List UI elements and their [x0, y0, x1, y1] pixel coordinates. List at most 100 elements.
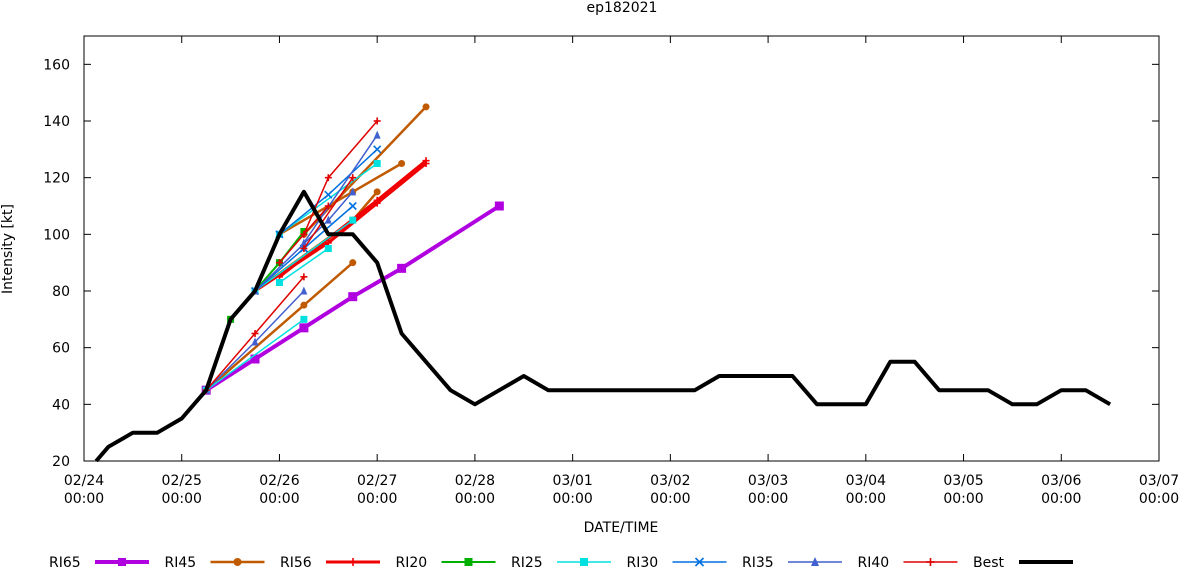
x-tick-label-date: 03/07	[1139, 473, 1179, 489]
x-tick-label-date: 02/28	[455, 473, 495, 489]
data-point	[324, 245, 332, 252]
data-point	[373, 188, 381, 196]
x-tick-label-date: 03/03	[748, 473, 788, 489]
x-tick-label-date: 03/05	[943, 473, 983, 489]
data-point	[926, 558, 935, 566]
legend-label-ri25: RI25	[511, 555, 543, 567]
x-tick-label-time: 00:00	[259, 491, 299, 507]
series-line	[205, 204, 501, 392]
series-line	[303, 177, 354, 249]
series-line	[205, 318, 305, 391]
data-point	[348, 201, 357, 211]
data-point	[373, 145, 382, 154]
data-point	[250, 354, 260, 364]
data-point	[397, 263, 407, 273]
data-point	[275, 259, 283, 267]
x-tick-label-date: 02/27	[357, 473, 397, 489]
data-point	[349, 259, 357, 267]
data-point	[300, 245, 308, 252]
data-point	[373, 160, 381, 167]
data-point	[494, 201, 504, 211]
x-tick-label-time: 00:00	[748, 491, 788, 507]
y-tick-label: 160	[43, 57, 70, 73]
data-point-stroke	[373, 145, 382, 154]
data-point	[275, 279, 283, 286]
x-tick-label-date: 02/24	[64, 473, 104, 489]
series-line	[303, 134, 378, 244]
data-point	[349, 187, 357, 196]
data-point	[324, 190, 333, 199]
data-point	[422, 157, 430, 165]
data-point	[694, 557, 705, 567]
y-tick-label: 100	[43, 227, 70, 243]
x-tick-label-time: 00:00	[943, 491, 983, 507]
x-tick-label-date: 03/02	[650, 473, 690, 489]
data-point	[349, 174, 357, 182]
data-point	[373, 130, 381, 139]
data-point	[348, 292, 358, 302]
legend-label-ri56: RI56	[280, 555, 312, 567]
data-point	[373, 117, 381, 125]
data-point	[300, 230, 308, 238]
y-tick-label: 40	[52, 397, 70, 413]
x-tick-label-time: 00:00	[650, 491, 690, 507]
x-tick-label-time: 00:00	[64, 491, 104, 507]
data-point	[811, 557, 819, 566]
x-tick-label-date: 03/01	[552, 473, 592, 489]
legend-label-ri30: RI30	[627, 555, 659, 567]
legend-label-ri35: RI35	[742, 555, 774, 567]
series-ri40	[202, 117, 381, 394]
y-tick-label: 120	[43, 171, 70, 187]
data-point-stroke	[348, 201, 357, 211]
legend-label-ri65: RI65	[49, 555, 81, 567]
y-tick-label: 60	[52, 341, 70, 357]
data-point	[300, 301, 308, 309]
data-point	[349, 216, 357, 224]
data-point	[299, 323, 309, 333]
x-tick-label-time: 00:00	[1041, 491, 1081, 507]
x-tick-label-time: 00:00	[357, 491, 397, 507]
x-tick-label-date: 03/06	[1041, 473, 1081, 489]
legend: RI65 RI45 RI56 RI20 RI25 RI30 RI35 RI40 Best	[49, 555, 1073, 567]
chart-title: ep182021	[587, 0, 658, 16]
data-point	[300, 315, 308, 323]
legend-label-best: Best	[973, 555, 1005, 567]
series-line	[254, 219, 354, 292]
legend-label-ri45: RI45	[165, 555, 197, 567]
data-point	[349, 558, 357, 566]
x-tick-label-time: 00:00	[552, 491, 592, 507]
y-axis-title: Intensity [kt]	[0, 204, 16, 294]
x-tick-label-time: 00:00	[1139, 491, 1179, 507]
plot-frame	[83, 35, 1160, 462]
data-point	[300, 286, 308, 295]
series-layer	[94, 103, 1112, 463]
data-point-stroke	[694, 557, 705, 567]
x-tick-label-time: 00:00	[162, 491, 202, 507]
series-line	[279, 247, 329, 284]
data-point	[580, 558, 588, 566]
series-line	[279, 162, 378, 235]
series-line	[94, 189, 1112, 463]
y-tick-label: 140	[43, 114, 70, 130]
data-point	[300, 273, 308, 281]
y-tick-label: 80	[52, 284, 70, 300]
legend-label-ri20: RI20	[396, 555, 428, 567]
x-tick-label-time: 00:00	[846, 491, 886, 507]
series-ri35	[202, 130, 381, 394]
x-tick-label-date: 02/25	[162, 473, 202, 489]
data-point	[373, 196, 381, 204]
x-axis-title: DATE/TIME	[584, 520, 659, 536]
x-tick-label-time: 00:00	[455, 491, 495, 507]
series-best	[94, 189, 1112, 463]
data-point	[251, 330, 259, 337]
data-point	[233, 558, 242, 566]
data-point	[324, 174, 332, 182]
data-point	[422, 103, 430, 111]
axis-ticks: 20 40 60 80 100 120 140 160 02/24 00:00 02/25 00:00…	[43, 36, 1179, 507]
data-point	[324, 215, 332, 224]
legend-label-ri40: RI40	[858, 555, 890, 567]
y-tick-label: 20	[52, 454, 70, 470]
data-point	[251, 337, 259, 346]
data-point	[324, 202, 332, 210]
